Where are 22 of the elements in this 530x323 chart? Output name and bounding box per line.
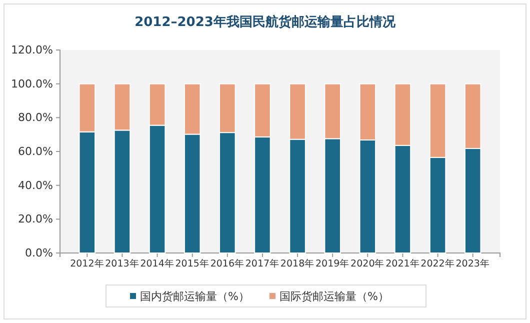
x-tick-label: 2016年	[210, 258, 245, 270]
legend-label: 国内货邮运输量（%）	[140, 290, 250, 303]
y-tick-label: 120.0%	[11, 44, 53, 57]
x-tick-label: 2020年	[350, 258, 385, 270]
y-tick-label: 60.0%	[18, 145, 53, 158]
x-tick-label: 2015年	[175, 258, 210, 270]
chart-title: 2012–2023年我国民航货邮运输量占比情况	[134, 14, 396, 30]
x-tick-label: 2019年	[315, 258, 350, 270]
y-tick-label: 20.0%	[18, 212, 53, 226]
x-tick-label: 2017年	[245, 258, 280, 270]
x-tick-label: 2022年	[420, 258, 455, 270]
y-tick-label: 40.0%	[18, 178, 53, 192]
x-tick-label: 2021年	[386, 258, 420, 270]
x-tick-label: 2018年	[280, 258, 315, 270]
y-tick-label: 100.0%	[11, 77, 53, 90]
y-tick-label: 80.0%	[18, 111, 53, 124]
x-tick-label: 2012年	[70, 258, 104, 270]
x-tick-label: 2013年	[105, 258, 140, 270]
x-tick-label: 2023年	[456, 258, 490, 270]
y-tick-label: 0.0%	[25, 246, 53, 260]
legend-label: 国际货邮运输量（%）	[279, 290, 389, 303]
x-tick-label: 2014年	[140, 258, 174, 270]
